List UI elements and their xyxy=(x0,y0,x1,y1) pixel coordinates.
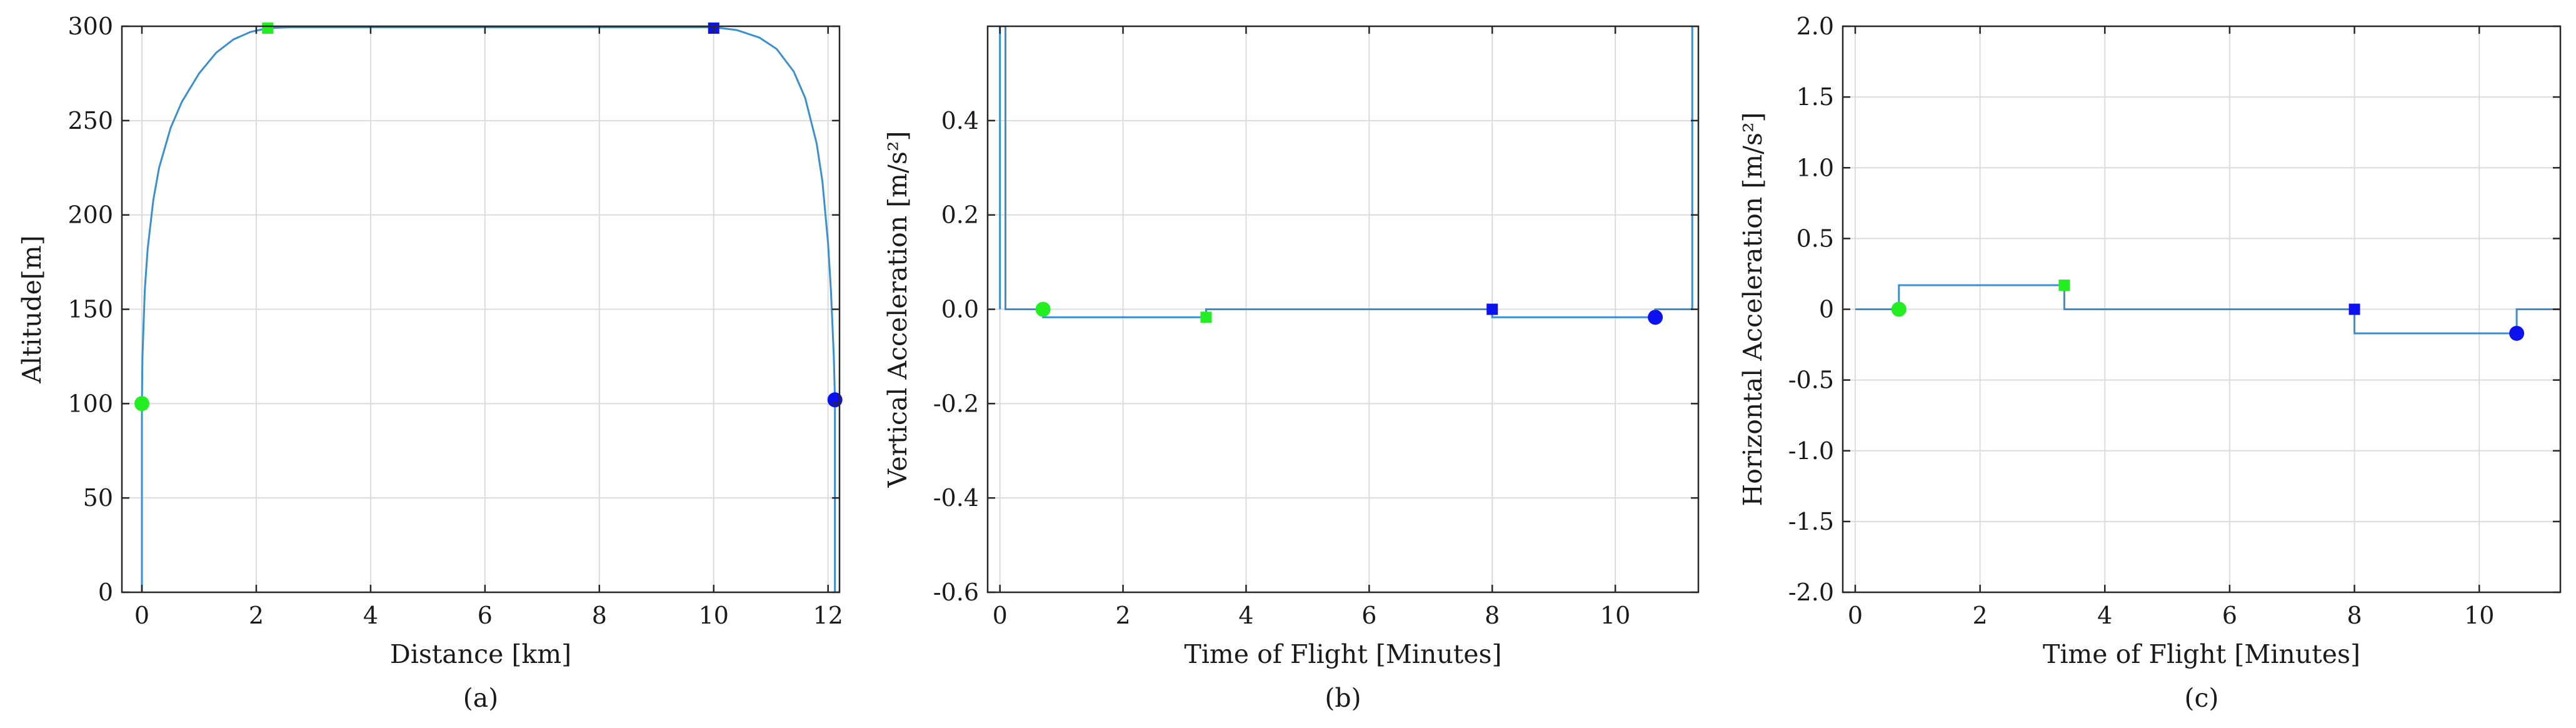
chart-3-xlabel: Time of Flight [Minutes] xyxy=(2043,639,2360,669)
chart-3-ytick-label: 1.5 xyxy=(1797,83,1834,111)
chart-1-xtick-label: 6 xyxy=(478,602,493,629)
chart-3-xtick-label: 2 xyxy=(1973,602,1988,629)
chart-1-ytick-label: 200 xyxy=(68,201,113,229)
chart-1-xtick-label: 0 xyxy=(134,602,149,629)
chart-2-start-circle-marker xyxy=(1035,301,1051,317)
chart-3-series-0-line xyxy=(1855,284,2560,335)
chart-2-start-square-marker xyxy=(1200,311,1212,323)
chart-3-start-circle-marker xyxy=(1891,301,1907,317)
chart-1-ytick-label: 250 xyxy=(68,107,113,134)
chart-1-ytick-label: 150 xyxy=(68,296,113,323)
chart-3-ytick-label: -2.0 xyxy=(1788,579,1834,606)
chart-3-ytick-label: -1.5 xyxy=(1788,508,1834,535)
chart-3-ytick-label: -1.0 xyxy=(1788,437,1834,465)
chart-3-caption: (c) xyxy=(2185,683,2219,713)
chart-1-xlabel: Distance [km] xyxy=(390,639,571,669)
chart-2-xtick-label: 10 xyxy=(1600,602,1630,629)
chart-1-ytick-label: 50 xyxy=(83,484,113,512)
chart-1-ytick-label: 300 xyxy=(68,13,113,40)
chart-1-xtick-label: 8 xyxy=(592,602,607,629)
chart-2-xtick-label: 2 xyxy=(1115,602,1130,629)
chart-3-end-circle-marker xyxy=(2509,325,2525,341)
chart-3: 0 2 4 6 8 10 -2.0 -1.5 -1.0 -0.5 0 0.5 1.0 1.5 2.0 Time… xyxy=(1738,13,2562,713)
chart-1-ytick-label: 0 xyxy=(98,579,113,606)
chart-2-xtick-label: 0 xyxy=(993,602,1008,629)
chart-2-series-0-line xyxy=(999,26,1698,318)
chart-1-xtick-label: 10 xyxy=(699,602,729,629)
chart-2-xtick-label: 8 xyxy=(1485,602,1500,629)
chart-2-ytick-label: 0.0 xyxy=(941,296,979,323)
chart-3-ytick-label: -0.5 xyxy=(1788,367,1834,394)
chart-2-xlabel: Time of Flight [Minutes] xyxy=(1184,639,1501,669)
chart-1-xtick-label: 4 xyxy=(363,602,378,629)
chart-3-xtick-label: 6 xyxy=(2222,602,2237,629)
chart-3-xtick-label: 8 xyxy=(2347,602,2362,629)
chart-3-ylabel: Horizontal Acceleration [m/s²] xyxy=(1738,113,1768,507)
chart-2: 0 2 4 6 8 10 -0.6 -0.4 -0.2 0.0 0.2 0.4 Time of Flig… xyxy=(883,25,1700,713)
chart-3-ytick-label: 2.0 xyxy=(1797,13,1834,40)
chart-3-xtick-label: 4 xyxy=(2097,602,2112,629)
chart-1-series-0-line xyxy=(141,26,836,592)
chart-1-start-square-marker xyxy=(262,23,274,34)
chart-1-start-circle-marker xyxy=(134,396,150,412)
chart-3-ytick-label: 0 xyxy=(1819,296,1834,323)
chart-2-caption: (b) xyxy=(1325,683,1361,713)
chart-3-ytick-label: 0.5 xyxy=(1797,225,1834,252)
chart-3-ytick-label: 1.0 xyxy=(1797,154,1834,181)
chart-1-ytick-label: 100 xyxy=(68,390,113,417)
chart-2-ytick-label: 0.4 xyxy=(941,107,979,134)
chart-2-xtick-label: 4 xyxy=(1238,602,1253,629)
chart-2-ytick-label: -0.6 xyxy=(933,579,979,606)
chart-2-ytick-label: -0.2 xyxy=(933,390,979,417)
chart-3-end-square-marker xyxy=(2348,303,2360,315)
chart-2-ytick-label: 0.2 xyxy=(941,201,979,229)
chart-1-ylabel: Altitude[m] xyxy=(17,235,47,384)
chart-2-end-square-marker xyxy=(1486,303,1498,315)
chart-1-xtick-label: 2 xyxy=(249,602,264,629)
chart-2-ylabel: Vertical Acceleration [m/s²] xyxy=(883,131,913,488)
chart-2-xtick-label: 6 xyxy=(1361,602,1376,629)
chart-2-ytick-label: -0.4 xyxy=(933,484,979,512)
chart-1-xtick-label: 12 xyxy=(813,602,843,629)
chart-3-start-square-marker xyxy=(2058,280,2070,291)
chart-1: 0 2 4 6 8 10 12 0 50 100 150 200 250 300 Distance [km]… xyxy=(17,13,843,713)
chart-1-caption: (a) xyxy=(463,683,498,713)
chart-3-xtick-label: 10 xyxy=(2464,602,2494,629)
chart-3-xtick-label: 0 xyxy=(1848,602,1863,629)
chart-2-end-circle-marker xyxy=(1648,310,1663,325)
